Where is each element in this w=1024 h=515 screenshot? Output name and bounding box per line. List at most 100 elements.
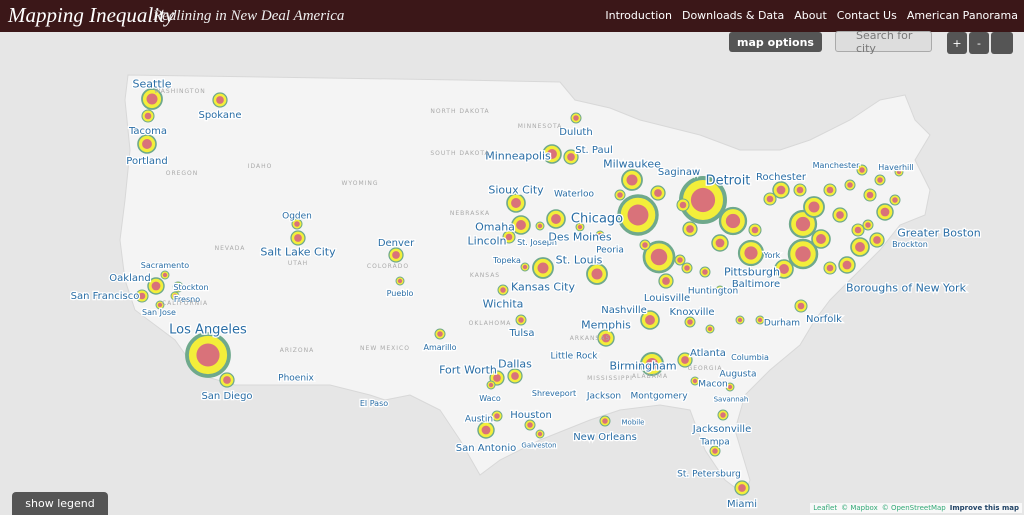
city-label[interactable]: Minneapolis [484, 148, 552, 164]
city-label[interactable]: Mobile [620, 417, 645, 428]
city-label[interactable]: El Paso [359, 398, 390, 410]
city-core [294, 234, 302, 242]
city-label[interactable]: Detroit [704, 172, 751, 190]
city-label[interactable]: Knoxville [668, 306, 716, 320]
nav-link[interactable]: Introduction [605, 9, 672, 22]
city-label[interactable]: Wichita [481, 296, 524, 312]
city-label[interactable]: Tampa [698, 436, 731, 449]
city-label[interactable]: Kansas City [510, 279, 577, 295]
city-label[interactable]: Tacoma [127, 125, 169, 139]
city-label[interactable]: Little Rock [549, 350, 599, 363]
city-label[interactable]: Greater Boston [896, 225, 982, 241]
city-label[interactable]: Portland [125, 155, 169, 169]
zoom-in-button[interactable]: + [947, 32, 967, 54]
city-label[interactable]: Saginaw [657, 166, 702, 180]
city-label[interactable]: New Orleans [572, 431, 638, 445]
city-core [397, 278, 403, 284]
city-label[interactable]: Brockton [891, 239, 929, 251]
city-label[interactable]: Duluth [558, 126, 594, 140]
city-label[interactable]: Haverhill [877, 162, 915, 174]
city-label[interactable]: San Francisco [69, 290, 140, 304]
city-label[interactable]: Atlanta [689, 347, 727, 361]
city-label[interactable]: Sacramento [140, 260, 191, 272]
city-label[interactable]: Phoenix [277, 372, 316, 385]
city-label[interactable]: Lincoln [466, 233, 507, 249]
nav-link[interactable]: About [794, 9, 827, 22]
city-label[interactable]: Pueblo [385, 288, 414, 300]
city-label[interactable]: Louisville [643, 292, 692, 306]
city-label[interactable]: San Jose [141, 307, 178, 319]
city-label[interactable]: Memphis [580, 317, 632, 333]
city-label[interactable]: Milwaukee [602, 156, 663, 172]
city-label[interactable]: Waterloo [553, 188, 596, 201]
city-label[interactable]: St. Joseph [516, 237, 558, 249]
city-label[interactable]: Huntington [687, 285, 740, 298]
city-label[interactable]: Nashville [600, 304, 648, 318]
city-label[interactable]: Chicago [570, 210, 625, 228]
city-label[interactable]: Birmingham [608, 358, 678, 374]
city-label[interactable]: Rochester [755, 171, 808, 185]
city-label[interactable]: Durham [763, 317, 802, 330]
city-label[interactable]: St. Petersburg [676, 468, 742, 481]
city-label[interactable]: Houston [509, 409, 553, 423]
city-label[interactable]: Galveston [520, 440, 558, 451]
city-label[interactable]: Miami [726, 498, 759, 512]
city-label[interactable]: Los Angeles [168, 321, 248, 339]
city-label[interactable]: Peoria [595, 244, 625, 257]
city-label[interactable]: Seattle [131, 76, 173, 92]
city-label[interactable]: Waco [478, 393, 502, 405]
city-label[interactable]: St. Louis [554, 252, 603, 268]
improve-link[interactable]: Improve this map [949, 504, 1019, 512]
leaflet-link[interactable]: Leaflet [813, 504, 838, 512]
city-label[interactable]: Pittsburgh [723, 264, 782, 280]
city-label[interactable]: Savannah [712, 394, 749, 405]
city-label[interactable]: York [761, 250, 782, 262]
map[interactable]: Seattle Spokane Tacoma Portland Ogden Salt La… [0, 32, 1024, 515]
city-label[interactable]: Jackson [585, 390, 623, 403]
city-label[interactable]: Norfolk [805, 313, 844, 327]
mapbox-link[interactable]: © Mapbox [841, 504, 878, 512]
city-core [645, 357, 659, 371]
city-label[interactable]: Montgomery [629, 390, 689, 403]
osm-link[interactable]: © OpenStreetMap [881, 504, 946, 512]
nav-link[interactable]: Downloads & Data [681, 9, 785, 22]
city-label[interactable]: Shreveport [531, 388, 578, 400]
city-label[interactable]: San Antonio [455, 442, 518, 456]
city-label[interactable]: St. Paul [574, 144, 614, 158]
city-label[interactable]: Oakland [108, 272, 152, 286]
city-label[interactable]: Omaha [474, 219, 516, 235]
city-label[interactable]: Amarillo [422, 342, 458, 354]
city-label[interactable]: Dallas [497, 356, 534, 372]
nav-link[interactable]: American Panorama [906, 9, 1018, 22]
city-label[interactable]: Austin [464, 413, 495, 426]
city-label[interactable]: Fort Worth [438, 362, 498, 378]
site-title[interactable]: Mapping Inequality [8, 3, 175, 27]
city-label[interactable]: Des Moines [547, 229, 613, 245]
show-legend-button[interactable]: show legend [12, 492, 108, 515]
map-options-button[interactable]: map options [729, 32, 822, 52]
city-core [686, 225, 694, 233]
zoom-out-button[interactable]: - [969, 32, 989, 54]
city-label[interactable]: Columbia [730, 352, 770, 364]
us-view-button[interactable] [991, 32, 1013, 54]
city-label[interactable]: Salt Lake City [259, 244, 337, 260]
city-label[interactable]: Denver [377, 237, 417, 251]
city-label[interactable]: Boroughs of New York [845, 280, 968, 296]
city-label[interactable]: Tulsa [507, 327, 536, 341]
city-label[interactable]: Macon [697, 378, 729, 391]
city-label[interactable]: Stockton [172, 282, 210, 294]
nav-link[interactable]: Contact Us [836, 9, 897, 22]
city-label[interactable]: San Diego [200, 390, 254, 404]
city-label[interactable]: Spokane [197, 109, 243, 123]
city-label[interactable]: Sioux City [487, 182, 545, 198]
state-label: MINNESOTA [518, 123, 563, 130]
city-label[interactable]: Augusta [718, 368, 758, 381]
city-label[interactable]: Fresno [173, 294, 202, 306]
city-label[interactable]: Manchester [811, 160, 861, 172]
city-label[interactable]: Baltimore [731, 278, 782, 292]
state-label: MISSISSIPPI [587, 375, 633, 382]
search-box[interactable]: Search for city [835, 29, 932, 55]
city-label[interactable]: Jacksonville [691, 423, 753, 437]
city-label[interactable]: Ogden [281, 210, 313, 223]
city-label[interactable]: Topeka [491, 255, 522, 267]
